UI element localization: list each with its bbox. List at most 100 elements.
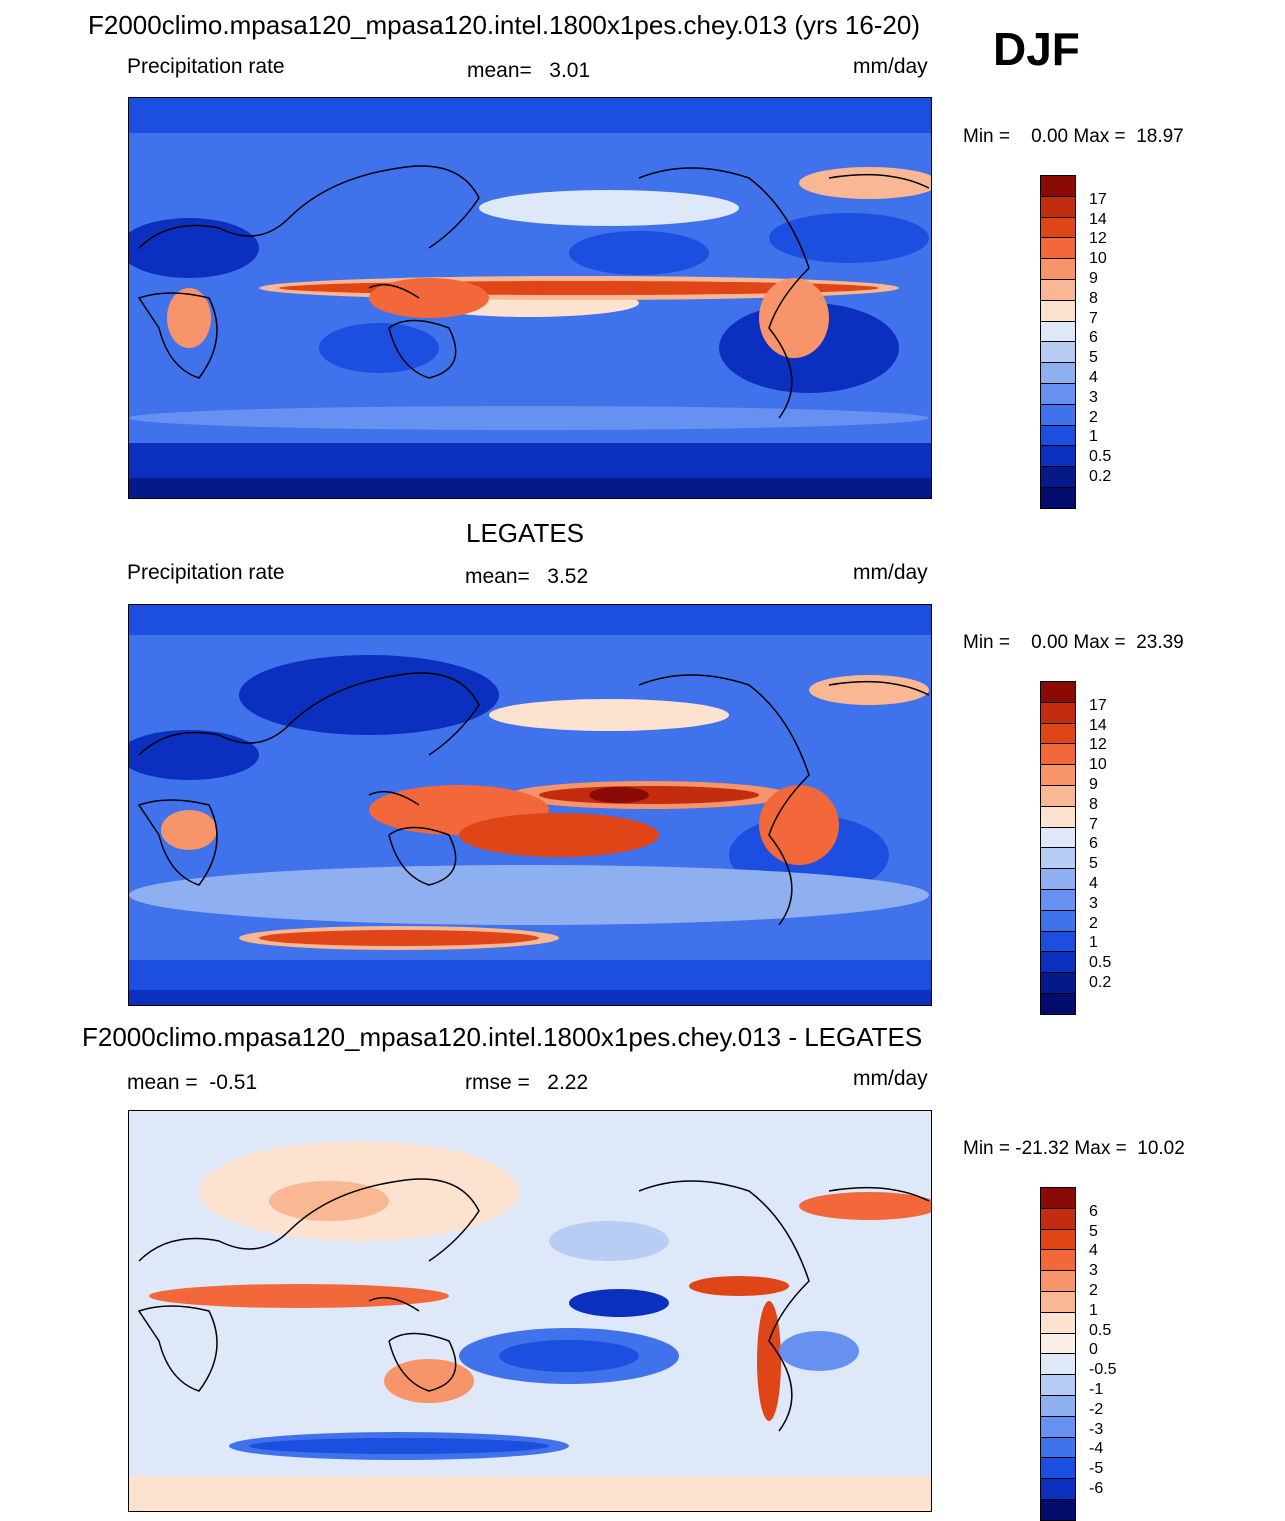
colorbar-cell: [1040, 701, 1076, 723]
panel3-spcz-dry-core: [499, 1340, 639, 1372]
colorbar-cell: [1040, 1498, 1076, 1521]
season-label: DJF: [993, 23, 1080, 75]
colorbar-tick-label: 12: [1089, 736, 1107, 754]
colorbar-tick-label: -5: [1089, 1460, 1104, 1478]
colorbar-cell: [1040, 1394, 1076, 1416]
panel1-indian-dry: [319, 323, 439, 373]
colorbar-cell: [1040, 258, 1076, 279]
colorbar-cell: [1040, 1457, 1076, 1479]
panel1-africa-south: [167, 288, 211, 348]
colorbar-tick-label: 1: [1089, 1301, 1098, 1319]
panel3-coastlines: [137, 1178, 930, 1432]
panel3-asia-wet2: [269, 1181, 389, 1221]
panel1-arctic: [129, 98, 931, 133]
colorbar-cell: [1040, 1332, 1076, 1354]
colorbar-cell: [1040, 216, 1076, 238]
colorbar-tick-label: 3: [1089, 1262, 1098, 1280]
colorbar-tick-label: -4: [1089, 1440, 1104, 1458]
colorbar-cell: [1040, 681, 1076, 702]
panel2-itcz-core: [589, 787, 649, 803]
colorbar-tick-label: 14: [1089, 210, 1107, 228]
panel2-amazon: [759, 785, 839, 865]
colorbar-tick-label: 4: [1089, 369, 1098, 386]
colorbar-tick-label: 1: [1089, 934, 1098, 952]
panel2-coastlines: [137, 672, 930, 926]
colorbar-cell: [1040, 1353, 1076, 1375]
colorbar-cell: [1040, 1374, 1076, 1395]
colorbar-cell: [1040, 764, 1076, 785]
colorbar-tick-label: 0.5: [1089, 448, 1112, 466]
colorbar-tick-label: 12: [1089, 230, 1107, 248]
colorbar-tick-label: 0.2: [1089, 974, 1112, 991]
colorbar-cell: [1040, 362, 1076, 383]
panel2-antarctic-core: [129, 990, 931, 1005]
colorbar-cell: [1040, 1290, 1076, 1312]
panel1-colorbar: [1040, 175, 1076, 509]
colorbar-cell: [1040, 868, 1076, 889]
colorbar-tick-label: 17: [1089, 696, 1107, 714]
colorbar-cell: [1040, 1270, 1076, 1291]
colorbar-tick-label: 9: [1089, 270, 1098, 287]
panel1-npac-storm: [479, 190, 739, 226]
panel1-minmax: Min = 0.00 Max = 18.97: [963, 126, 1184, 147]
colorbar-cell: [1040, 972, 1076, 993]
panel2-mean-label: mean= 3.52: [465, 565, 589, 588]
colorbar-tick-label: 8: [1089, 289, 1098, 307]
panel3-natl: [799, 1192, 931, 1220]
colorbar-cell: [1040, 445, 1076, 467]
colorbar-cell: [1040, 743, 1076, 765]
colorbar-cell: [1040, 909, 1076, 931]
colorbar-cell: [1040, 888, 1076, 910]
colorbar-cell: [1040, 1436, 1076, 1458]
panel2-so-band: [259, 930, 539, 946]
panel2-left-label: Precipitation rate: [127, 561, 285, 584]
colorbar-tick-label: 4: [1089, 875, 1098, 892]
panel3-rmse-label: rmse = 2.22: [465, 1071, 589, 1094]
colorbar-tick-label: 14: [1089, 716, 1107, 734]
panel1-coastlines: [137, 165, 930, 419]
colorbar-tick-label: -0.5: [1089, 1361, 1117, 1379]
colorbar-cell: [1040, 1478, 1076, 1499]
colorbar-cell: [1040, 424, 1076, 446]
panel3-indian-wet: [149, 1284, 449, 1308]
panel3-map-svg: [129, 1111, 931, 1511]
colorbar-cell: [1040, 930, 1076, 952]
colorbar-tick-label: 1: [1089, 428, 1098, 446]
colorbar-cell: [1040, 951, 1076, 973]
colorbar-cell: [1040, 299, 1076, 321]
colorbar-cell: [1040, 382, 1076, 404]
panel2-sahara: [129, 730, 259, 780]
panel3-amazon-dry: [779, 1331, 859, 1371]
panel3-andes-wet: [757, 1301, 781, 1421]
panel1-antarctic-core: [129, 478, 931, 498]
panel1-subtrop-n-dry2: [769, 213, 929, 263]
panel2-map: [128, 604, 932, 1006]
colorbar-tick-label: 6: [1089, 835, 1098, 853]
colorbar-cell: [1040, 784, 1076, 806]
panel3-eastpac-wet: [689, 1276, 789, 1296]
colorbar-tick-label: -2: [1089, 1400, 1104, 1418]
panel3-npac-dry: [549, 1221, 669, 1261]
panel1-units-label: mm/day: [853, 55, 928, 78]
colorbar-cell: [1040, 466, 1076, 487]
panel2-natl-storm: [809, 675, 929, 705]
colorbar-tick-label: 7: [1089, 815, 1098, 833]
colorbar-cell: [1040, 722, 1076, 744]
panel3-australia: [384, 1359, 474, 1403]
colorbar-tick-label: -6: [1089, 1480, 1104, 1497]
colorbar-tick-label: 0.2: [1089, 468, 1112, 485]
panel2-npac-storm: [489, 699, 729, 731]
panel3-colorbar: [1040, 1187, 1076, 1521]
panel1-subtrop-n-dry: [569, 231, 709, 275]
panel3-minmax: Min = -21.32 Max = 10.02: [963, 1138, 1185, 1159]
panel3-mean-label: mean = -0.51: [127, 1071, 258, 1094]
colorbar-cell: [1040, 805, 1076, 827]
colorbar-cell: [1040, 1311, 1076, 1333]
colorbar-tick-label: 6: [1089, 329, 1098, 347]
colorbar-tick-label: 2: [1089, 408, 1098, 426]
panel2-spcz: [459, 813, 659, 857]
colorbar-tick-label: 2: [1089, 1282, 1098, 1299]
panel3-units-label: mm/day: [853, 1067, 928, 1090]
colorbar-tick-label: 0.5: [1089, 1321, 1112, 1339]
colorbar-tick-label: 0.5: [1089, 954, 1112, 972]
